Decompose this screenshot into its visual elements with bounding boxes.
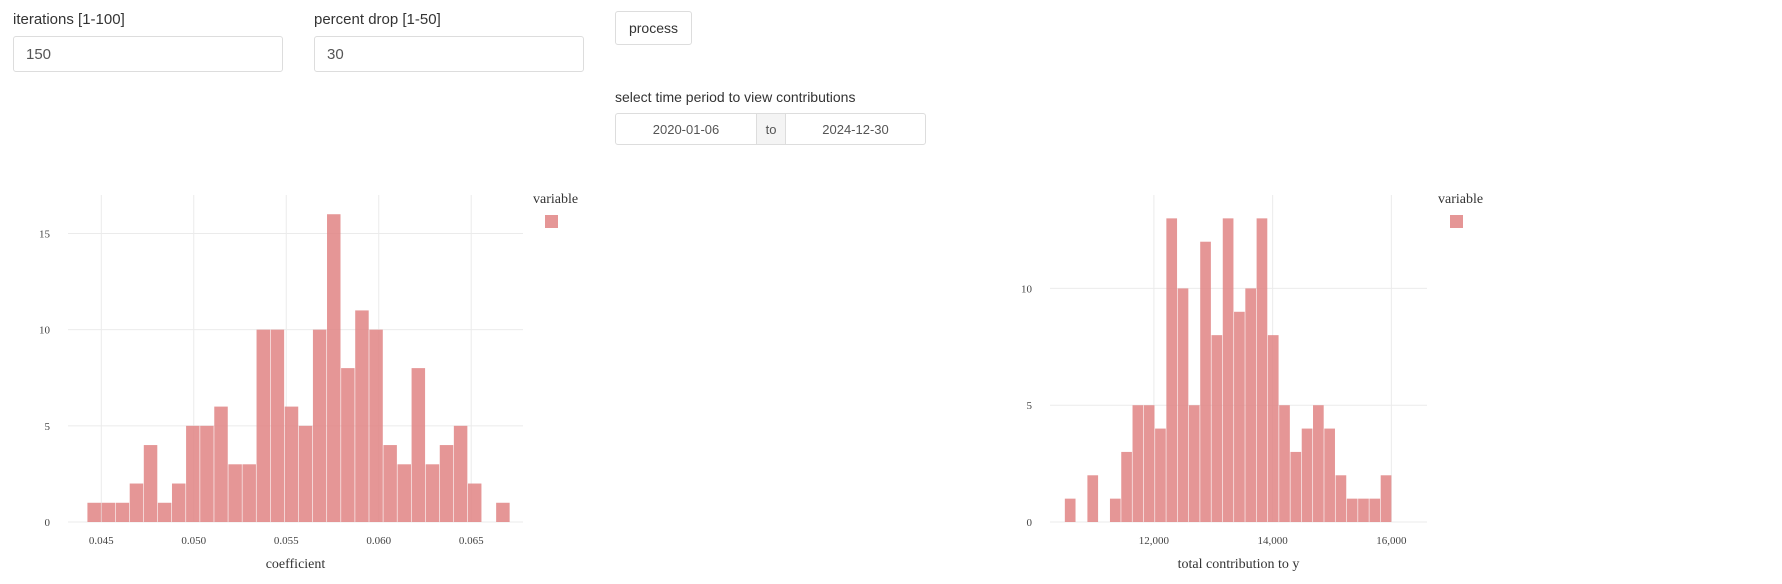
histogram-bar	[1155, 428, 1166, 522]
histogram-bar	[171, 483, 186, 522]
histogram-bar	[129, 483, 144, 522]
histogram-bar	[1132, 405, 1144, 522]
histogram-bar	[1279, 405, 1290, 522]
histogram-bar	[1064, 498, 1076, 522]
histogram-bar	[1234, 311, 1245, 522]
x-axis-title: total contribution to y	[1178, 557, 1300, 572]
x-tick-label: 0.050	[181, 535, 206, 547]
date-start-input[interactable]	[616, 114, 756, 144]
date-separator: to	[756, 114, 786, 144]
iterations-input[interactable]	[13, 36, 283, 72]
x-tick-label: 14,000	[1258, 535, 1289, 547]
iterations-label: iterations [1-100]	[13, 11, 125, 28]
date-range: to	[615, 113, 926, 145]
histogram-bar	[1211, 335, 1223, 522]
contribution-histogram: 12,000 14,000 16,000 0 5 10 total contribution…	[1021, 192, 1483, 572]
y-tick-label: 10	[1021, 283, 1033, 295]
histogram-bar	[143, 445, 158, 522]
histogram-bar	[439, 445, 454, 522]
x-tick-label: 0.055	[274, 535, 299, 547]
legend-title: variable	[533, 192, 578, 207]
histogram-bar	[1358, 498, 1369, 522]
process-button[interactable]: process	[615, 11, 692, 45]
histogram-bar	[87, 502, 101, 522]
y-tick-label: 0	[45, 517, 51, 529]
date-end-input[interactable]	[786, 114, 925, 144]
histogram-bar	[1380, 475, 1392, 522]
coefficient-histogram: 0.045 0.050 0.055 0.060 0.065 0 5 10 15 coefficie…	[39, 192, 578, 572]
y-tick-label: 0	[1027, 517, 1033, 529]
histogram-bar	[1188, 405, 1200, 522]
histogram-bar	[157, 502, 172, 522]
histogram-bar	[1245, 288, 1257, 522]
histogram-bar	[1346, 498, 1358, 522]
histogram-bar	[1301, 428, 1313, 522]
x-tick-label: 0.045	[89, 535, 114, 547]
legend-swatch	[545, 215, 558, 228]
histogram-bar	[228, 464, 242, 522]
y-tick-label: 5	[1027, 400, 1033, 412]
histogram-bar	[425, 464, 440, 522]
histogram-bar	[101, 502, 116, 522]
histogram-bar	[1324, 428, 1335, 522]
y-tick-label: 15	[39, 228, 51, 240]
x-axis-title: coefficient	[266, 557, 326, 572]
histogram-bar	[453, 425, 468, 522]
histogram-bar	[341, 368, 355, 522]
histogram-bar	[270, 329, 285, 522]
histogram-bar	[214, 406, 228, 522]
histogram-bar	[1290, 451, 1302, 522]
histogram-bar	[1143, 405, 1155, 522]
histogram-bar	[1369, 498, 1381, 522]
histogram-bar	[312, 329, 327, 522]
histogram-bar	[115, 502, 130, 522]
histogram-bar	[242, 464, 256, 522]
histogram-bar	[355, 310, 369, 522]
histogram-bar	[467, 483, 482, 522]
histogram-bar	[1109, 498, 1121, 522]
histogram-bar	[369, 329, 383, 522]
percent-drop-input[interactable]	[314, 36, 584, 72]
histogram-bar	[186, 425, 200, 522]
histogram-bar	[1256, 218, 1268, 522]
x-tick-label: 0.060	[366, 535, 391, 547]
histogram-bar	[200, 425, 214, 522]
period-label: select time period to view contributions	[615, 89, 856, 105]
histogram-bar	[1267, 335, 1279, 522]
histogram-bar	[284, 406, 299, 522]
histogram-bar	[1335, 475, 1347, 522]
percent-drop-label: percent drop [1-50]	[314, 11, 441, 28]
x-tick-label: 0.065	[459, 535, 484, 547]
histogram-bar	[1200, 241, 1211, 522]
y-tick-label: 5	[45, 421, 51, 433]
histogram-bar	[1121, 451, 1132, 522]
histogram-bar	[1166, 218, 1178, 522]
histogram-bar	[1177, 288, 1189, 522]
y-tick-label: 10	[39, 325, 51, 337]
histogram-bar	[327, 214, 341, 522]
histogram-bar	[397, 464, 411, 522]
legend-title: variable	[1438, 192, 1483, 207]
legend-swatch	[1450, 215, 1463, 228]
histogram-bar	[383, 445, 397, 522]
histogram-bar	[1222, 218, 1234, 522]
histogram-bar	[496, 502, 510, 522]
histogram-bar	[1087, 475, 1099, 522]
x-tick-label: 12,000	[1139, 535, 1170, 547]
x-tick-label: 16,000	[1376, 535, 1407, 547]
histogram-bar	[298, 425, 313, 522]
histogram-bar	[1313, 405, 1324, 522]
histogram-bar	[411, 368, 426, 522]
histogram-bar	[256, 329, 271, 522]
